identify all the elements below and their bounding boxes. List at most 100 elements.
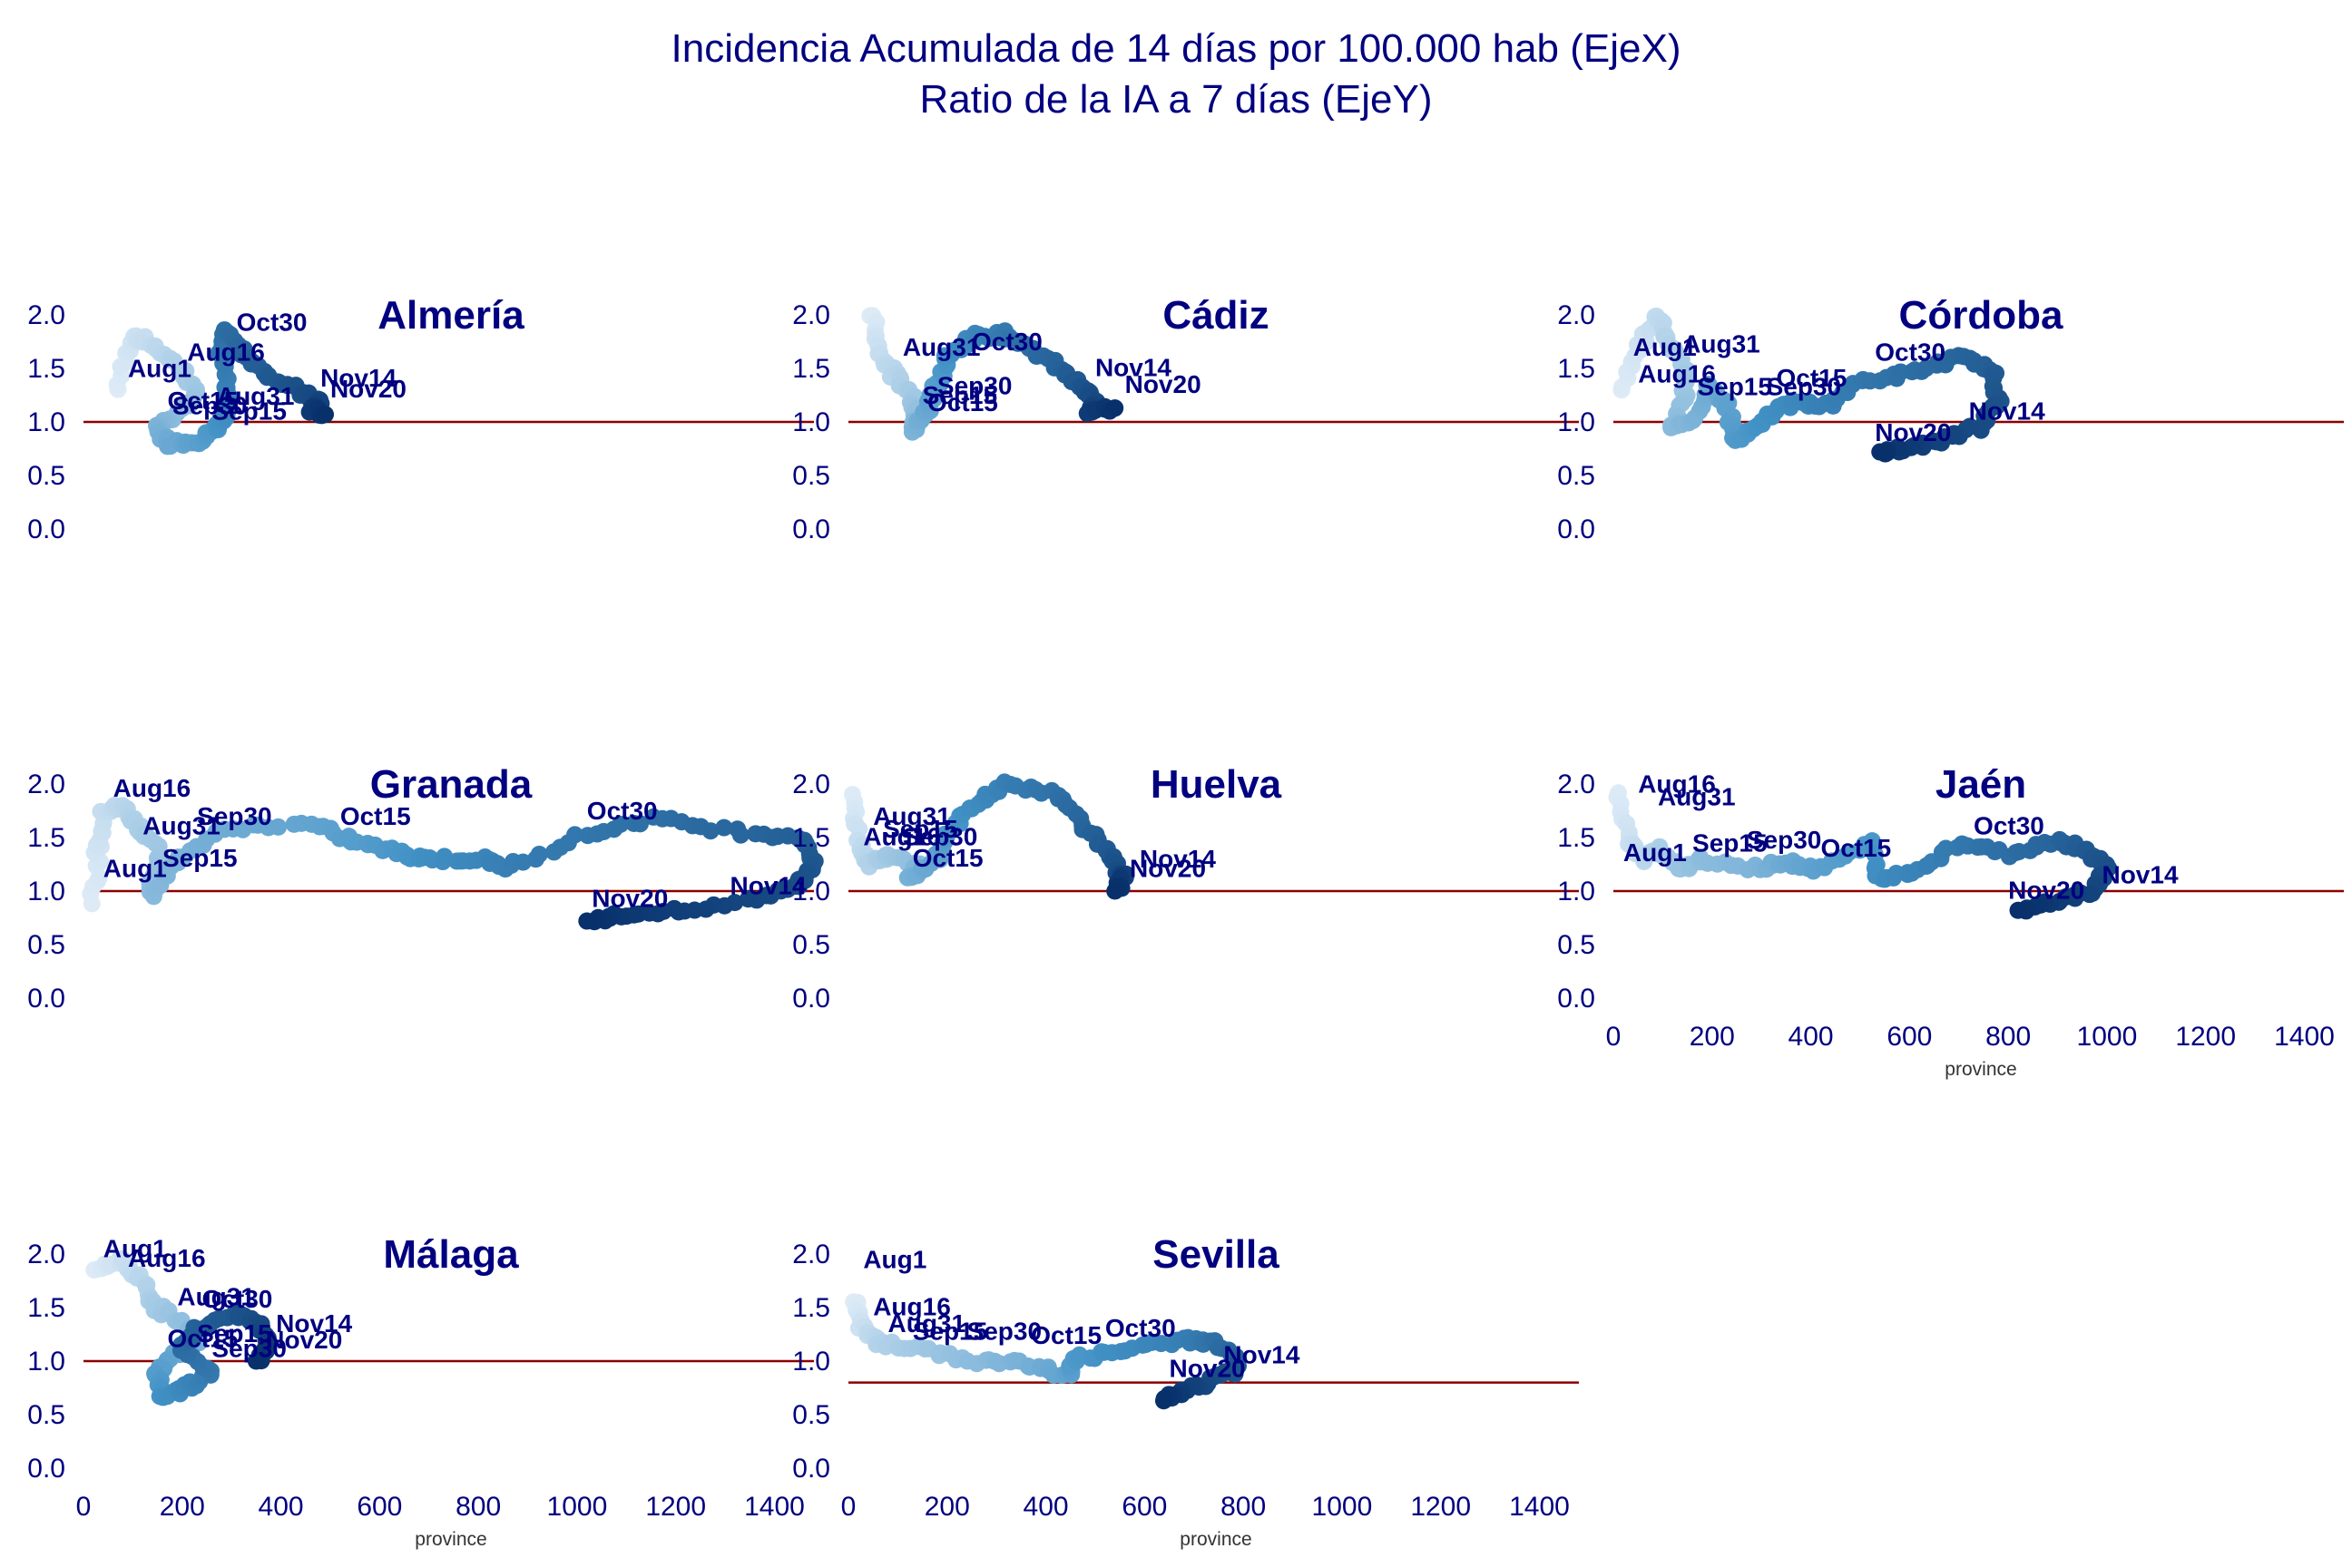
point-label: Nov20 [1125, 370, 1201, 398]
data-point [578, 912, 596, 930]
point-label: Oct15 [927, 388, 998, 416]
y-tick-label: 0.0 [27, 514, 65, 544]
panel-title: Jaén [1936, 762, 2026, 807]
point-label: Aug31 [1658, 783, 1736, 811]
x-tick-label: 600 [1886, 1022, 1932, 1052]
y-tick-label: 1.0 [27, 407, 65, 437]
point-label: Sep15 [1697, 373, 1772, 401]
point-label: Oct30 [1105, 1314, 1176, 1342]
point-label: Oct15 [1820, 834, 1891, 862]
point-label: Aug31 [888, 1309, 966, 1338]
y-tick-label: 0.5 [27, 461, 65, 491]
data-point [566, 826, 584, 844]
point-label: Nov14 [1223, 1340, 1299, 1368]
y-tick-label: 1.5 [1557, 354, 1595, 384]
point-label: Nov20 [266, 1326, 342, 1354]
y-tick-label: 1.0 [27, 1347, 65, 1377]
point-label: Sep30 [937, 371, 1013, 399]
x-tick-label: 1000 [547, 1492, 608, 1522]
x-tick-label: 600 [357, 1492, 402, 1522]
x-tick-label: 1200 [1410, 1492, 1471, 1522]
x-axis-label: province [415, 1529, 486, 1550]
x-tick-label: 1400 [744, 1492, 805, 1522]
panel-title: Almería [377, 293, 524, 338]
data-point [1155, 1389, 1173, 1407]
y-tick-label: 0.5 [792, 461, 830, 491]
x-tick-label: 600 [1122, 1492, 1167, 1522]
y-tick-label: 1.0 [1557, 407, 1595, 437]
point-label: Aug16 [128, 1244, 206, 1272]
point-label: Sep15 [211, 397, 287, 426]
y-tick-label: 1.5 [27, 354, 65, 384]
data-point [2009, 901, 2027, 919]
y-tick-label: 0.5 [792, 1400, 830, 1430]
x-tick-label: 0 [841, 1492, 857, 1522]
point-label: Sep30 [903, 822, 978, 850]
data-point [1871, 443, 1889, 461]
point-label: Aug16 [863, 822, 941, 850]
y-tick-label: 2.0 [27, 300, 65, 330]
y-tick-label: 1.0 [792, 877, 830, 906]
point-label: Aug1 [103, 855, 167, 883]
point-label: Oct15 [167, 387, 238, 415]
x-tick-label: 1000 [2077, 1022, 2138, 1052]
y-tick-label: 2.0 [27, 769, 65, 799]
y-tick-label: 1.5 [792, 1293, 830, 1323]
point-label: Aug16 [1638, 769, 1716, 798]
panel-title: Córdoba [1899, 293, 2063, 338]
point-label: Oct30 [1974, 811, 2044, 839]
point-label: Aug16 [187, 338, 265, 367]
y-tick-label: 0.5 [1557, 930, 1595, 960]
panel-title: Sevilla [1152, 1232, 1279, 1277]
point-label: Sep30 [211, 1334, 287, 1362]
y-tick-label: 1.0 [792, 407, 830, 437]
data-point [270, 818, 288, 836]
y-tick-label: 0.5 [27, 1400, 65, 1430]
point-label: Oct15 [340, 802, 411, 830]
y-tick-label: 1.5 [792, 354, 830, 384]
point-label: Nov20 [592, 885, 668, 913]
point-label: Aug31 [903, 333, 981, 361]
point-label: Sep30 [1747, 826, 1822, 854]
x-tick-label: 1400 [1509, 1492, 1570, 1522]
point-label: Nov14 [1140, 845, 1216, 873]
point-label: Oct30 [587, 797, 658, 825]
point-label: Aug31 [217, 382, 295, 410]
y-tick-label: 1.5 [792, 823, 830, 853]
data-point [317, 406, 335, 424]
x-tick-label: 1400 [2274, 1022, 2335, 1052]
point-label: Sep30 [172, 392, 247, 420]
data-point [530, 845, 548, 863]
point-label: Aug1 [103, 1235, 167, 1263]
point-label: Oct30 [972, 328, 1043, 356]
data-point [731, 826, 750, 844]
data-point [739, 890, 757, 908]
panel-5: 0.0 0.5 1.0 1.5 2.0 Aug31Aug16Sep15Sep30Oct15… [792, 762, 1579, 1014]
y-tick-label: 0.0 [27, 984, 65, 1014]
point-label: Aug1 [1633, 333, 1697, 361]
data-point [247, 1352, 265, 1370]
point-label: Nov20 [1130, 855, 1206, 883]
x-tick-label: 800 [1220, 1492, 1266, 1522]
y-tick-label: 1.5 [27, 1293, 65, 1323]
y-tick-label: 2.0 [1557, 769, 1595, 799]
point-label: Oct15 [913, 844, 984, 872]
data-point [715, 818, 733, 837]
chart-title-line-1: Incidencia Acumulada de 14 días por 100.… [671, 26, 1681, 71]
point-label: Nov14 [1095, 353, 1171, 381]
y-tick-label: 0.0 [1557, 984, 1595, 1014]
point-label: Sep15 [1692, 828, 1768, 857]
x-tick-label: 0 [76, 1492, 92, 1522]
point-label: Aug1 [1623, 838, 1687, 867]
point-label: Nov14 [320, 364, 397, 392]
panel-8: 0.00.51.01.52.0 Aug1Aug16Aug31Sep15Sep30O… [792, 1232, 1579, 1550]
point-label: Oct30 [1875, 338, 1945, 367]
point-label: Aug31 [873, 802, 951, 830]
x-tick-label: 400 [1024, 1492, 1069, 1522]
y-tick-label: 2.0 [792, 1240, 830, 1269]
